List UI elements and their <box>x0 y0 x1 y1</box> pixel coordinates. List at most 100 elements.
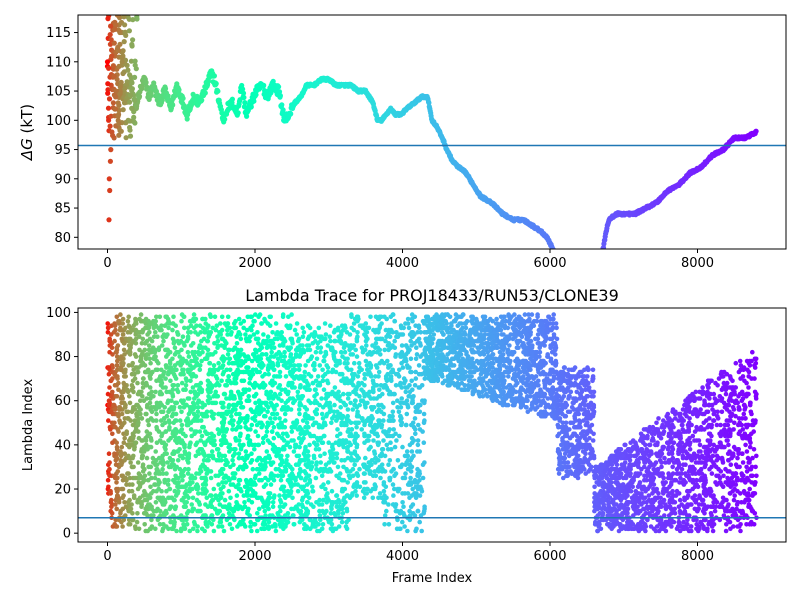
lambda-point <box>396 409 402 415</box>
free-energy-point <box>598 262 603 267</box>
lambda-point <box>339 519 345 525</box>
lambda-point <box>369 413 374 419</box>
lambda-point <box>383 484 389 490</box>
free-energy-point <box>248 104 254 110</box>
lambda-point <box>189 433 194 439</box>
lambda-point <box>253 413 258 419</box>
lambda-point <box>192 522 198 527</box>
free-energy-point <box>277 93 283 99</box>
lambda-point <box>317 502 322 507</box>
lambda-point <box>142 477 147 483</box>
free-energy-point <box>235 110 241 116</box>
lambda-point <box>340 371 345 377</box>
lambda-point <box>262 526 268 532</box>
lambda-point <box>229 526 235 532</box>
free-energy-point <box>129 43 135 49</box>
lambda-point <box>292 385 297 390</box>
lambda-point <box>106 418 111 423</box>
lambda-point <box>270 411 275 417</box>
lambda-point <box>158 389 163 395</box>
free-energy-point <box>115 100 121 106</box>
lambda-point <box>350 466 356 472</box>
lambda-point <box>224 341 229 346</box>
lambda-point <box>305 508 311 514</box>
lambda-point <box>144 455 150 461</box>
lambda-point <box>133 440 139 446</box>
lambda-point <box>312 409 318 415</box>
lambda-point <box>268 482 274 487</box>
lambda-point <box>288 323 293 329</box>
lambda-point <box>125 318 131 324</box>
lambda-point <box>374 349 380 355</box>
lambda-point <box>333 500 338 505</box>
lambda-point <box>144 442 149 448</box>
lambda-point <box>352 451 358 457</box>
lambda-point <box>267 495 273 501</box>
lambda-point <box>184 422 190 428</box>
lambda-point <box>254 511 260 516</box>
lambda-point <box>310 363 316 368</box>
lambda-point <box>172 497 177 503</box>
lambda-point <box>193 374 199 379</box>
free-energy-point <box>170 102 176 108</box>
lambda-point <box>370 343 375 348</box>
free-energy-point <box>597 264 602 269</box>
lambda-point <box>249 369 255 375</box>
lambda-point <box>234 341 240 346</box>
lambda-point <box>253 391 259 397</box>
lambda-point <box>325 365 331 370</box>
lambda-point <box>283 522 289 527</box>
lambda-point <box>171 451 177 457</box>
free-energy-point <box>118 79 124 85</box>
lambda-point <box>236 482 241 487</box>
lambda-point <box>114 394 120 399</box>
lambda-point <box>242 504 247 510</box>
lambda-point <box>256 442 262 448</box>
lambda-point <box>300 325 306 331</box>
lambda-point <box>345 444 351 450</box>
free-energy-point <box>132 74 138 80</box>
lambda-point <box>269 471 274 476</box>
lambda-point <box>302 369 308 375</box>
lambda-point <box>226 488 232 494</box>
lambda-point <box>120 477 126 483</box>
lambda-point <box>196 345 202 351</box>
lambda-point <box>215 447 221 452</box>
lambda-point <box>374 327 379 333</box>
lambda-point <box>279 336 285 342</box>
lambda-point <box>329 504 334 510</box>
lambda-point <box>156 471 161 476</box>
lambda-point <box>206 330 211 335</box>
lambda-point <box>239 405 244 410</box>
lambda-point <box>112 407 118 412</box>
lambda-point <box>179 347 184 353</box>
lambda-point <box>153 330 158 335</box>
lambda-point <box>127 352 133 357</box>
lambda-point <box>154 411 159 417</box>
free-energy-point <box>107 41 113 47</box>
lambda-point <box>206 389 211 395</box>
lambda-point <box>115 469 121 474</box>
lambda-point <box>357 402 363 408</box>
lambda-point <box>234 374 239 379</box>
lambda-point <box>115 358 120 364</box>
lambda-point <box>124 429 129 434</box>
lambda-point <box>131 367 136 373</box>
free-energy-point <box>107 187 113 194</box>
lambda-point <box>292 327 298 333</box>
lambda-point <box>143 411 148 417</box>
lambda-point <box>361 495 367 501</box>
lambda-point <box>164 347 169 353</box>
lambda-point <box>281 526 286 532</box>
lambda-point <box>118 356 124 362</box>
lambda-point <box>189 358 194 364</box>
lambda-point <box>279 387 284 393</box>
lambda-point <box>315 442 320 448</box>
lambda-point <box>311 455 317 461</box>
lambda-point <box>125 330 131 335</box>
lambda-point <box>173 400 178 406</box>
lambda-point <box>149 389 154 395</box>
lambda-point <box>338 506 343 512</box>
lambda-point <box>323 396 329 401</box>
lambda-point <box>266 371 272 377</box>
